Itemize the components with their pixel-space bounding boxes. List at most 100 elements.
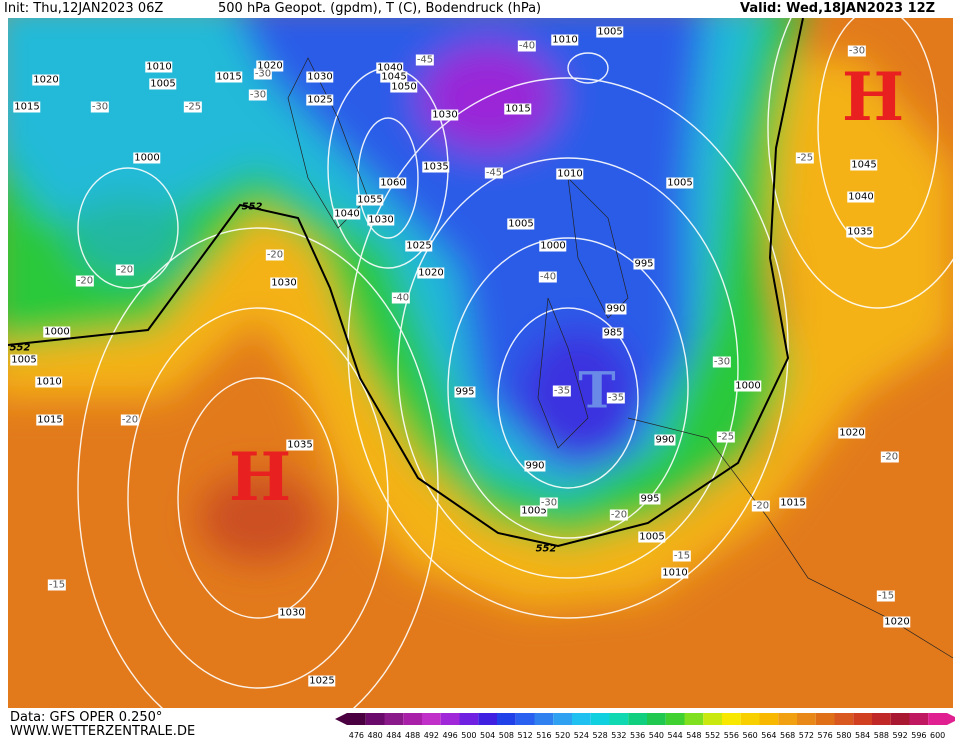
isobar-label: 990 bbox=[654, 434, 676, 446]
scale-label: 556 bbox=[724, 731, 739, 740]
scale-label: 588 bbox=[874, 731, 889, 740]
isobar-label: 1040 bbox=[333, 208, 361, 220]
temperature-label: -40 bbox=[538, 271, 558, 283]
scale-cell bbox=[834, 713, 854, 725]
isobar-label: 1005 bbox=[596, 26, 624, 38]
isobar-label: 1030 bbox=[278, 607, 306, 619]
scale-label: 600 bbox=[930, 731, 945, 740]
temperature-label: -20 bbox=[880, 451, 900, 463]
scale-arrow-left bbox=[335, 713, 347, 725]
isobar-label: 1035 bbox=[846, 226, 874, 238]
scale-cell bbox=[778, 713, 797, 725]
isobar-label: 1030 bbox=[431, 109, 459, 121]
temperature-label: -15 bbox=[47, 579, 67, 591]
scale-cell bbox=[422, 713, 441, 725]
scale-label: 524 bbox=[574, 731, 589, 740]
scale-cell bbox=[759, 713, 779, 725]
scale-label: 532 bbox=[611, 731, 626, 740]
isobar-label: 1060 bbox=[379, 177, 407, 189]
isobar-label: 1035 bbox=[422, 161, 450, 173]
temperature-label: -30 bbox=[712, 356, 732, 368]
temperature-label: -20 bbox=[75, 275, 95, 287]
isobar-label: 1020 bbox=[883, 616, 911, 628]
scale-cell bbox=[628, 713, 647, 725]
temperature-label: -25 bbox=[716, 431, 736, 443]
isobar-label: 1000 bbox=[734, 380, 762, 392]
scale-cell bbox=[459, 713, 479, 725]
isobar-label: 1005 bbox=[666, 177, 694, 189]
isobar-label: 995 bbox=[633, 258, 655, 270]
isobar-label: 990 bbox=[605, 303, 627, 315]
temperature-label: -35 bbox=[606, 392, 626, 404]
scale-cell bbox=[665, 713, 685, 725]
contour-label: 552 bbox=[9, 342, 31, 354]
scale-cell bbox=[384, 713, 404, 725]
scale-label: 492 bbox=[424, 731, 439, 740]
temperature-label: -20 bbox=[265, 249, 285, 261]
scale-label: 504 bbox=[480, 731, 495, 740]
isobar-label: 1015 bbox=[504, 103, 532, 115]
scale-cell bbox=[853, 713, 872, 725]
weather-map bbox=[8, 18, 953, 708]
scale-label: 484 bbox=[386, 731, 401, 740]
isobar-label: 1015 bbox=[13, 101, 41, 113]
scale-label: 520 bbox=[555, 731, 570, 740]
isobar-label: 1005 bbox=[507, 218, 535, 230]
scale-label: 572 bbox=[799, 731, 814, 740]
isobar-label: 1025 bbox=[405, 240, 433, 252]
scale-cell bbox=[647, 713, 666, 725]
scale-label: 496 bbox=[442, 731, 457, 740]
scale-label: 480 bbox=[367, 731, 382, 740]
temperature-label: -35 bbox=[552, 385, 572, 397]
temperature-label: -15 bbox=[672, 550, 692, 562]
temperature-label: -30 bbox=[253, 68, 273, 80]
valid-time: Valid: Wed,18JAN2023 12Z bbox=[740, 1, 936, 16]
temperature-label: -25 bbox=[183, 101, 203, 113]
scale-cell bbox=[740, 713, 760, 725]
scale-label: 528 bbox=[592, 731, 607, 740]
scale-cell bbox=[515, 713, 535, 725]
scale-cell bbox=[365, 713, 385, 725]
scale-cell bbox=[347, 713, 366, 725]
header: Init: Thu,12JAN2023 06Z 500 hPa Geopot. … bbox=[0, 0, 959, 18]
temperature-label: -20 bbox=[120, 414, 140, 426]
isobar-label: 1045 bbox=[850, 159, 878, 171]
scale-label: 508 bbox=[499, 731, 514, 740]
scale-label: 548 bbox=[686, 731, 701, 740]
contour-label: 552 bbox=[535, 543, 557, 555]
temperature-label: -20 bbox=[609, 509, 629, 521]
temperature-label: -15 bbox=[876, 590, 896, 602]
isobar-label: 1035 bbox=[286, 439, 314, 451]
isobar-label: 1050 bbox=[390, 81, 418, 93]
website: WWW.WETTERZENTRALE.DE bbox=[10, 724, 196, 739]
isobar-label: 1010 bbox=[556, 168, 584, 180]
scale-cell bbox=[440, 713, 460, 725]
scale-cell bbox=[684, 713, 704, 725]
isobar-label: 1015 bbox=[779, 497, 807, 509]
isobar-label: 1040 bbox=[847, 191, 875, 203]
init-time: Init: Thu,12JAN2023 06Z bbox=[4, 1, 164, 16]
isobar-label: 1040 bbox=[376, 62, 404, 74]
isobar-label: 1020 bbox=[256, 60, 284, 72]
scale-label: 516 bbox=[536, 731, 551, 740]
scale-label: 552 bbox=[705, 731, 720, 740]
isobar-label: 1020 bbox=[32, 74, 60, 86]
isobar-label: 1005 bbox=[149, 78, 177, 90]
scale-label: 540 bbox=[649, 731, 664, 740]
isobar-label: 1015 bbox=[36, 414, 64, 426]
isobar-label: 1020 bbox=[417, 267, 445, 279]
isobar-label: 1005 bbox=[520, 505, 548, 517]
isobar-label: 995 bbox=[639, 493, 661, 505]
scale-label: 580 bbox=[836, 731, 851, 740]
isobar-label: 995 bbox=[454, 386, 476, 398]
isobar-label: 1015 bbox=[215, 71, 243, 83]
isobar-label: 990 bbox=[524, 460, 546, 472]
scale-label: 560 bbox=[742, 731, 757, 740]
contour-label: 552 bbox=[241, 201, 263, 213]
isobar-label: 1005 bbox=[638, 531, 666, 543]
scale-label: 596 bbox=[911, 731, 926, 740]
scale-cell bbox=[928, 713, 947, 725]
scale-cell bbox=[909, 713, 929, 725]
isobar-label: 1020 bbox=[838, 427, 866, 439]
isobar-label: 1010 bbox=[661, 567, 689, 579]
